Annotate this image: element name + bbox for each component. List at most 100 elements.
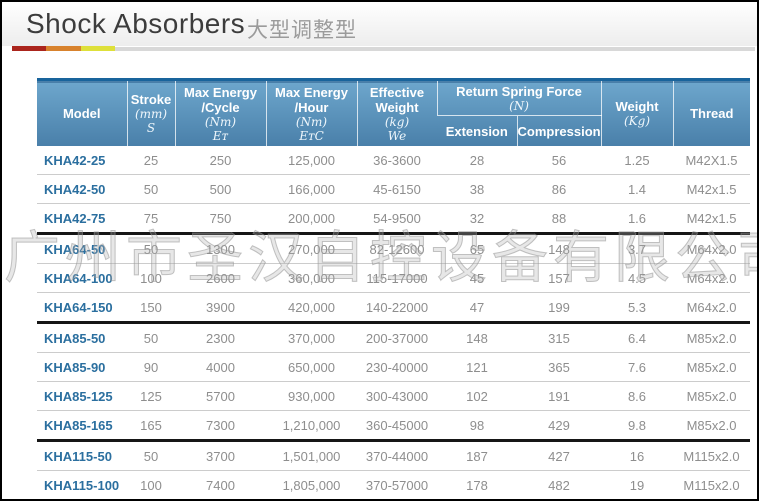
value-cell: 100 [127,263,175,293]
value-cell: 1,501,000 [266,439,357,471]
value-cell: 270,000 [266,232,357,264]
value-cell: 8.6 [601,381,673,411]
model-link[interactable]: KHA64-50 [37,232,127,264]
model-link[interactable]: KHA85-50 [37,321,127,353]
divider-segment-red [12,46,46,51]
col-header-return-spring-force: Return Spring Force (N) [436,79,601,116]
col-header-return-spring-unit: (N) [509,98,529,113]
model-link[interactable]: KHA42-25 [37,146,127,175]
value-cell: 7300 [175,410,266,441]
value-cell: M85x2.0 [673,381,750,411]
model-link[interactable]: KHA85-125 [37,381,127,411]
value-cell: 54-9500 [357,203,437,234]
value-cell: M64x2.0 [673,292,750,323]
model-link[interactable]: KHA115-50 [37,439,127,471]
value-cell: 2600 [175,263,266,293]
col-header-max-energy-hour: Max Energy /Hour (Nm) EᴛC [265,79,357,146]
value-cell: 148 [517,232,601,264]
value-cell: 125 [127,381,175,411]
value-cell: 250 [175,146,266,175]
value-cell: 9.8 [601,410,673,441]
table-row: KHA85-125 125 5700 930,000 300-43000 102 191 8.… [37,381,750,411]
value-cell: 50 [127,174,175,204]
col-header-extension: Extension [437,115,517,146]
value-cell: 1.4 [601,174,673,204]
value-cell: 420,000 [266,292,357,323]
col-header-stroke-symbol: S [146,121,156,135]
table-row: KHA42-75 75 750 200,000 54-9500 32 88 1.6 M42x1.… [37,203,750,234]
model-link[interactable]: KHA42-75 [37,203,127,234]
model-link[interactable]: KHA85-90 [37,352,127,382]
value-cell: 90 [127,352,175,382]
table-body: KHA42-25 25 250 125,000 36-3600 28 56 1.25 M42X1… [37,146,750,499]
value-cell: M64x2.0 [673,263,750,293]
value-cell: 650,000 [266,352,357,382]
value-cell: 102 [437,381,517,411]
value-cell: M85x2.0 [673,352,750,382]
col-header-model-label: Model [62,106,101,121]
value-cell: 115-17000 [357,263,437,293]
col-header-weight: Weight (Kg) [600,79,673,146]
col-header-energy-cycle-symbol: Eᴛ [212,128,229,143]
value-cell: 121 [437,352,517,382]
value-cell: 5.3 [601,292,673,323]
col-header-model: Model [37,80,127,147]
value-cell: 165 [127,410,175,441]
model-link[interactable]: KHA115-100 [37,470,127,499]
page-subtitle-chinese: 大型调整型 [247,19,357,42]
value-cell: 750 [175,203,266,234]
value-cell: 178 [437,470,517,499]
value-cell: 148 [437,321,517,353]
value-cell: 2300 [175,321,266,353]
value-cell: 157 [517,263,601,293]
value-cell: 50 [127,439,175,471]
value-cell: M115x2.0 [673,439,750,471]
value-cell: 370,000 [266,321,357,353]
value-cell: 360-45000 [357,410,437,441]
value-cell: 427 [517,439,601,471]
value-cell: 230-40000 [357,352,437,382]
value-cell: 370-57000 [357,470,437,499]
table-row: KHA115-100 100 7400 1,805,000 370-57000 178 48… [37,470,750,499]
col-header-effective-weight-unit: (kg) [384,114,410,129]
title-bar: Shock Absorbers 大型调整型 [2,2,757,46]
value-cell: 6.4 [601,321,673,353]
table-row: KHA85-50 50 2300 370,000 200-37000 148 315 6.4 M… [37,321,750,353]
col-header-weight-unit: (Kg) [623,114,650,128]
value-cell: 4000 [175,352,266,382]
value-cell: 5700 [175,381,266,411]
col-header-energy-cycle-unit: (Nm) [204,114,237,129]
col-header-energy-hour-symbol: EᴛC [299,128,324,143]
page-title: Shock Absorbers [26,8,246,39]
model-link[interactable]: KHA64-100 [37,263,127,293]
col-header-stroke-unit: (mm) [134,107,168,121]
col-header-energy-hour-label2: /Hour [294,99,329,115]
model-link[interactable]: KHA42-50 [37,174,127,204]
model-link[interactable]: KHA85-165 [37,410,127,441]
col-header-max-energy-cycle: Max Energy /Cycle (Nm) Eᴛ [174,79,266,146]
col-header-effective-weight-symbol: We [387,128,407,143]
col-header-energy-cycle-label1: Max Energy [184,84,257,100]
model-link[interactable]: KHA64-150 [37,292,127,323]
value-cell: 150 [127,292,175,323]
table-row: KHA64-150 150 3900 420,000 140-22000 47 199 5.3… [37,292,750,323]
value-cell: M64x2.0 [673,232,750,264]
spec-table: Model Stroke (mm) S Max Energy /Cycle (N… [37,78,750,499]
value-cell: M42X1.5 [673,146,750,175]
value-cell: 166,000 [266,174,357,204]
value-cell: M85x2.0 [673,410,750,441]
col-header-energy-hour-label1: Max Energy [275,84,348,100]
divider-segment-orange [46,46,81,51]
col-header-effective-weight: Effective Weight (kg) We [356,79,437,146]
value-cell: 3700 [175,439,266,471]
value-cell: 1.6 [601,203,673,234]
value-cell: 7400 [175,470,266,499]
value-cell: 3.7 [601,232,673,264]
table-row: KHA115-50 50 3700 1,501,000 370-44000 187 427 1… [37,439,750,471]
value-cell: 16 [601,439,673,471]
value-cell: 140-22000 [357,292,437,323]
value-cell: 365 [517,352,601,382]
col-header-stroke: Stroke (mm) S [126,79,175,146]
value-cell: 125,000 [266,146,357,175]
